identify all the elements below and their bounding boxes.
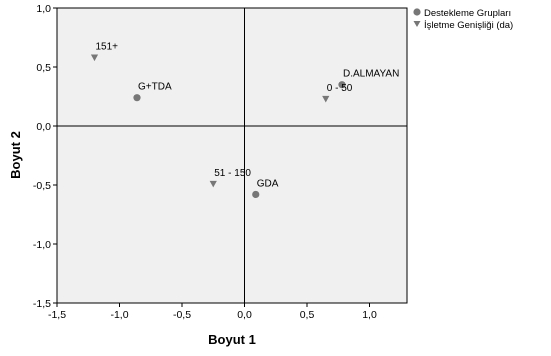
point-0-50 — [322, 95, 330, 103]
x-tick-label: -1,0 — [110, 309, 128, 321]
y-tick-label: 1,0 — [36, 3, 51, 15]
legend-triangle-marker — [413, 21, 421, 27]
x-tick-label: -0,5 — [173, 309, 191, 321]
x-axis-title: Boyut 1 — [208, 332, 256, 347]
y-tick-label: 0,5 — [36, 62, 51, 74]
point-g-tda — [133, 94, 141, 102]
point-gda — [252, 190, 260, 199]
y-tick-label: -0,5 — [33, 180, 51, 192]
axis-ticks: -1,5 -1,0 -0,5 0,0 0,5 1,0 1,0 0,5 0,0 -0,5 -1,0 -1… — [33, 3, 377, 321]
point-label-d-almayan: D.ALMAYAN — [343, 69, 399, 80]
legend-item-destekleme-gruplari: Destekleme Grupları — [424, 8, 511, 19]
x-tick-label: -1,5 — [48, 309, 66, 321]
x-tick-label: 1,0 — [362, 309, 377, 321]
point-label-51-150: 51 - 150 — [214, 168, 251, 179]
legend: Destekleme Grupları İşletme Genişliği (d… — [413, 8, 513, 31]
x-tick-label: 0,0 — [237, 309, 252, 321]
point-151 — [90, 54, 99, 62]
legend-item-isletme-genisligi: İşletme Genişliği (da) — [424, 20, 513, 31]
point-d-almayan — [338, 81, 346, 89]
y-tick-label: 0,0 — [36, 121, 51, 133]
reference-lines — [57, 8, 407, 303]
y-axis-title: Boyut 2 — [8, 131, 23, 179]
point-label-151: 151+ — [96, 42, 119, 53]
point-label-gda: GDA — [257, 178, 279, 189]
y-tick-label: -1,0 — [33, 239, 51, 251]
legend-circle-marker — [413, 8, 421, 16]
x-tick-label: 0,5 — [300, 309, 315, 321]
y-tick-label: -1,5 — [33, 298, 51, 310]
point-label-g-tda: G+TDA — [138, 82, 172, 93]
data-markers: G+TDA D.ALMAYAN GDA 151+ 0 - 50 51 - 150 — [90, 42, 399, 199]
plot-area — [56, 7, 408, 304]
point-51-150 — [209, 180, 217, 188]
point-label-0-50: 0 - 50 — [327, 83, 353, 94]
